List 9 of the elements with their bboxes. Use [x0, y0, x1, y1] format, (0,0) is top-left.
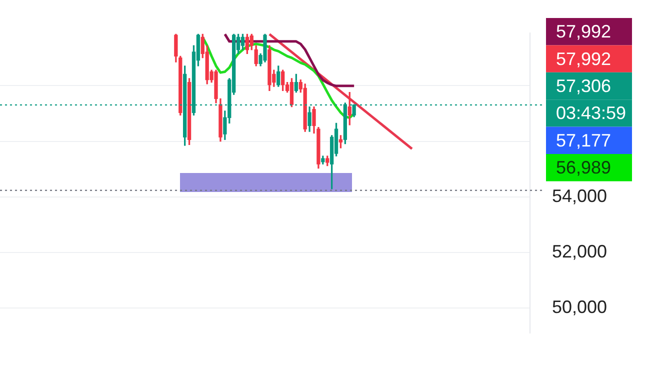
y-tick-label: 54,000	[552, 186, 608, 206]
text: 03:43:59	[556, 103, 626, 124]
text: 57,177	[556, 130, 612, 150]
y-tick-label: 52,000	[552, 242, 608, 262]
text: 57,992	[556, 22, 612, 42]
y-tick-label: 50,000	[552, 297, 608, 318]
text: 57,992	[556, 48, 612, 69]
ref-line-label: 57,306	[556, 76, 612, 96]
text: 56,989	[556, 158, 612, 178]
